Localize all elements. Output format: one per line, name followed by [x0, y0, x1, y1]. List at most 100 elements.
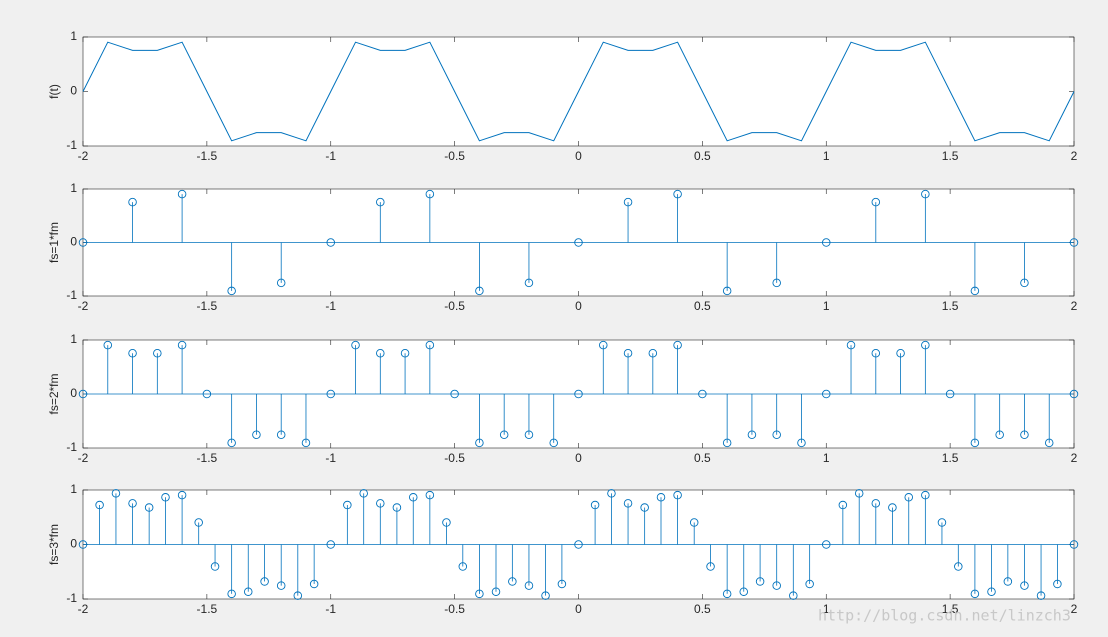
x-tick-label: 1	[823, 602, 830, 616]
stem	[194, 518, 203, 545]
x-tick-label: -1.5	[197, 149, 218, 163]
stem-marker	[227, 589, 236, 599]
stem-marker	[822, 238, 831, 247]
stem-marker	[442, 518, 451, 527]
y-tick-label: 1	[70, 29, 77, 43]
stem-marker	[326, 389, 336, 399]
stem	[838, 500, 848, 545]
stem-marker	[276, 430, 286, 440]
stem-marker	[227, 438, 236, 448]
stem-marker	[970, 589, 980, 599]
x-tick-label: -2	[78, 149, 89, 163]
stem-marker	[425, 189, 435, 199]
stem	[656, 493, 666, 545]
stem	[202, 389, 212, 399]
stem	[343, 500, 352, 545]
stem	[574, 389, 583, 399]
stem	[475, 544, 484, 599]
stem	[153, 348, 162, 394]
stem-marker	[177, 490, 187, 500]
stem	[524, 394, 534, 440]
stem-marker	[1044, 438, 1054, 448]
stem	[376, 499, 385, 545]
stem	[450, 389, 459, 399]
stem-marker	[698, 389, 707, 399]
stem-marker	[921, 340, 930, 350]
stem-marker	[376, 197, 385, 207]
stem	[722, 394, 732, 448]
stem	[524, 242, 534, 288]
stem-marker	[1020, 581, 1029, 590]
stem-marker	[747, 430, 757, 440]
stem	[425, 490, 435, 545]
stem	[970, 394, 980, 448]
stem	[376, 348, 385, 394]
stem-marker	[194, 518, 203, 527]
stem	[541, 544, 550, 600]
stem	[648, 348, 658, 394]
stem	[78, 540, 88, 549]
stem	[888, 503, 897, 545]
stem-marker	[805, 579, 814, 589]
stem-marker	[970, 286, 980, 296]
x-tick-label: 0.5	[694, 602, 711, 616]
stem-marker	[739, 587, 748, 596]
stem	[722, 544, 732, 599]
stem	[128, 197, 137, 243]
y-axis-label: f(t)	[47, 84, 61, 99]
stem-marker	[673, 189, 682, 199]
stem	[293, 544, 303, 600]
stem	[508, 544, 517, 586]
stem	[78, 389, 88, 399]
stem	[309, 544, 319, 589]
stem-marker	[260, 577, 269, 586]
x-tick-label: 0	[575, 149, 582, 163]
stem	[442, 518, 451, 545]
stem-marker	[78, 238, 88, 247]
stem	[995, 394, 1004, 440]
stem-marker	[1069, 389, 1079, 399]
stem-marker	[475, 589, 484, 599]
stem-marker	[623, 348, 633, 358]
x-tick-label: 1	[823, 451, 830, 465]
stem-marker	[376, 499, 385, 508]
stem	[1069, 389, 1079, 399]
x-tick-label: 1.5	[942, 299, 959, 313]
stem-marker	[673, 490, 682, 500]
stem-marker	[458, 562, 468, 571]
stem	[822, 238, 831, 247]
stem-marker	[95, 500, 104, 510]
y-axis-label: fs=2*fm	[47, 373, 61, 414]
stem-marker	[276, 278, 286, 288]
stem	[1020, 242, 1029, 288]
stem	[772, 544, 781, 590]
x-tick-label: -1.5	[197, 299, 218, 313]
x-tick-label: 0.5	[694, 299, 711, 313]
stem	[260, 544, 269, 586]
x-tick-label: 2	[1071, 451, 1078, 465]
stem	[772, 394, 781, 440]
stem	[78, 238, 88, 247]
stem-marker	[640, 503, 649, 512]
stem-marker	[954, 562, 963, 571]
stem	[937, 518, 947, 545]
stem-marker	[210, 562, 220, 571]
y-tick-label: 0	[70, 537, 77, 551]
stem	[846, 340, 856, 394]
stem	[475, 242, 484, 296]
stem-marker	[309, 579, 319, 589]
stem-marker	[376, 348, 385, 358]
stem	[921, 189, 930, 243]
stem	[1053, 544, 1062, 589]
x-tick-label: 1.5	[942, 149, 959, 163]
stem	[1020, 544, 1029, 590]
stem-marker	[177, 189, 187, 199]
stem	[970, 544, 980, 599]
y-tick-label: 1	[70, 332, 77, 346]
x-tick-label: -0.5	[444, 299, 465, 313]
stem-marker	[78, 540, 88, 549]
stem-marker	[343, 500, 352, 510]
x-tick-label: 1	[823, 299, 830, 313]
stem	[103, 340, 113, 394]
stem	[210, 544, 220, 571]
